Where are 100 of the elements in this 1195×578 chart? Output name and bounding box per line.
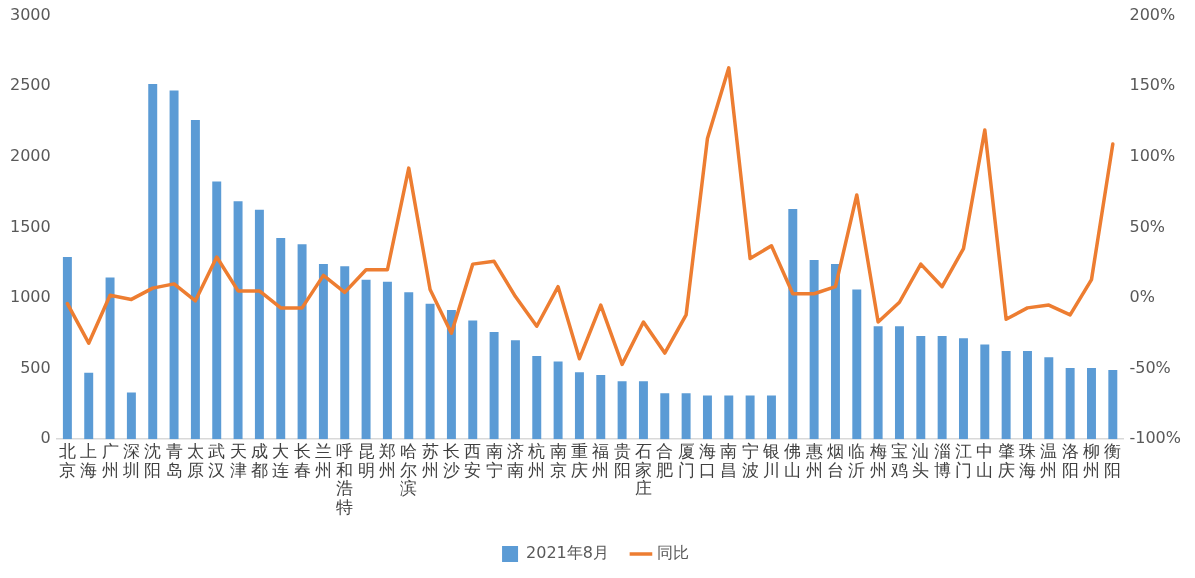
x-tick-label: 成都: [250, 440, 268, 480]
y2-tick-label: 50%: [1129, 216, 1166, 236]
bar: [702, 395, 712, 440]
bar: [574, 372, 584, 440]
x-tick-label: 南昌: [720, 440, 738, 480]
x-tick-label: 杭州: [527, 440, 546, 480]
x-tick-label: 江门: [954, 440, 972, 480]
x-tick-label: 天津: [229, 440, 247, 480]
x-tick-label: 武汉: [208, 440, 226, 480]
bar: [62, 257, 72, 440]
bar: [532, 355, 542, 440]
x-tick-label: 宝鸡: [889, 440, 908, 480]
bar: [894, 326, 904, 440]
x-tick-label: 郑州: [378, 440, 396, 480]
bar: [916, 336, 926, 440]
y2-tick-label: 150%: [1129, 75, 1176, 95]
x-tick-label: 大连: [272, 440, 290, 480]
y2-tick-label: -100%: [1129, 428, 1181, 448]
bar: [1044, 357, 1054, 440]
bar: [489, 331, 499, 440]
legend-label: 同比: [656, 543, 689, 563]
x-tick-label: 广州: [101, 440, 119, 480]
y2-tick-label: 0%: [1129, 287, 1155, 307]
bar: [553, 361, 563, 440]
legend-label: 2021年8月: [526, 543, 609, 563]
y-tick-label: 3000: [10, 4, 51, 24]
bar: [297, 244, 307, 440]
x-tick-label: 沈阳: [144, 440, 162, 480]
bar: [852, 289, 862, 440]
x-tick-label: 银川: [761, 440, 780, 480]
x-tick-label: 长春: [293, 440, 311, 480]
x-tick-label: 肇庆: [997, 440, 1015, 480]
bar: [1065, 367, 1075, 440]
x-tick-label: 佛山: [784, 440, 802, 480]
bar: [937, 336, 947, 440]
bar: [1108, 370, 1118, 440]
x-tick-label: 苏州: [421, 440, 439, 480]
x-tick-label: 石家庄: [634, 440, 652, 499]
y-tick-label: 500: [20, 357, 51, 377]
x-tick-label: 梅州: [868, 440, 887, 480]
x-tick-label: 衡阳: [1104, 440, 1122, 480]
bar: [596, 374, 606, 440]
x-tick-label: 温州: [1040, 440, 1058, 480]
x-tick-label: 淄博: [933, 440, 951, 480]
bar: [276, 237, 286, 440]
bar: [169, 90, 179, 440]
x-tick-label: 长沙: [442, 440, 460, 480]
bar: [830, 264, 840, 440]
bar: [126, 392, 136, 440]
bar: [148, 84, 158, 440]
x-tick-label: 上海: [80, 440, 98, 480]
bar: [425, 303, 435, 440]
bar: [254, 209, 264, 440]
bar: [340, 266, 350, 440]
bar: [446, 310, 456, 440]
bar: [318, 264, 328, 440]
bar: [681, 393, 691, 440]
x-tick-label: 重庆: [570, 440, 588, 480]
bar: [980, 344, 990, 440]
bar: [105, 277, 115, 440]
x-tick-label: 南宁: [485, 440, 503, 480]
bar: [212, 181, 222, 440]
y2-tick-label: 100%: [1129, 145, 1176, 165]
x-tick-label: 贵阳: [613, 440, 631, 480]
bar: [190, 120, 200, 440]
x-tick-label: 汕头: [912, 440, 930, 480]
x-tick-label: 珠海: [1018, 440, 1036, 480]
x-tick-label: 北京: [58, 440, 76, 480]
x-tick-label: 洛阳: [1061, 440, 1079, 480]
bar: [233, 201, 243, 440]
x-tick-label: 烟台: [826, 440, 844, 480]
bar: [809, 259, 819, 440]
x-tick-label: 青岛: [165, 440, 183, 480]
x-tick-label: 中山: [976, 440, 994, 480]
bar: [382, 281, 392, 440]
bar: [873, 326, 883, 440]
bar: [617, 381, 627, 440]
bar: [745, 395, 755, 440]
bar: [724, 395, 734, 440]
x-tick-label: 海口: [698, 440, 716, 480]
x-tick-label: 昆明: [357, 440, 375, 480]
x-tick-label: 哈尔滨: [400, 440, 418, 499]
bar: [1087, 367, 1096, 440]
bar: [510, 340, 520, 440]
x-tick-label: 南京: [549, 440, 567, 480]
bar: [766, 395, 776, 440]
y-tick-label: 0: [40, 428, 51, 448]
y2-tick-label: 200%: [1129, 4, 1176, 24]
bar: [958, 338, 968, 440]
x-tick-label: 济南: [506, 440, 524, 480]
bar: [638, 381, 648, 440]
x-tick-label: 西安: [464, 440, 482, 480]
x-tick-label: 厦门: [677, 440, 695, 480]
bar: [361, 279, 371, 440]
bar: [660, 393, 670, 440]
x-tick-label: 兰州: [314, 440, 332, 480]
x-tick-label: 宁波: [741, 440, 759, 480]
y-tick-label: 1500: [10, 216, 51, 236]
bar: [1023, 350, 1032, 440]
y-tick-label: 1000: [10, 287, 51, 307]
